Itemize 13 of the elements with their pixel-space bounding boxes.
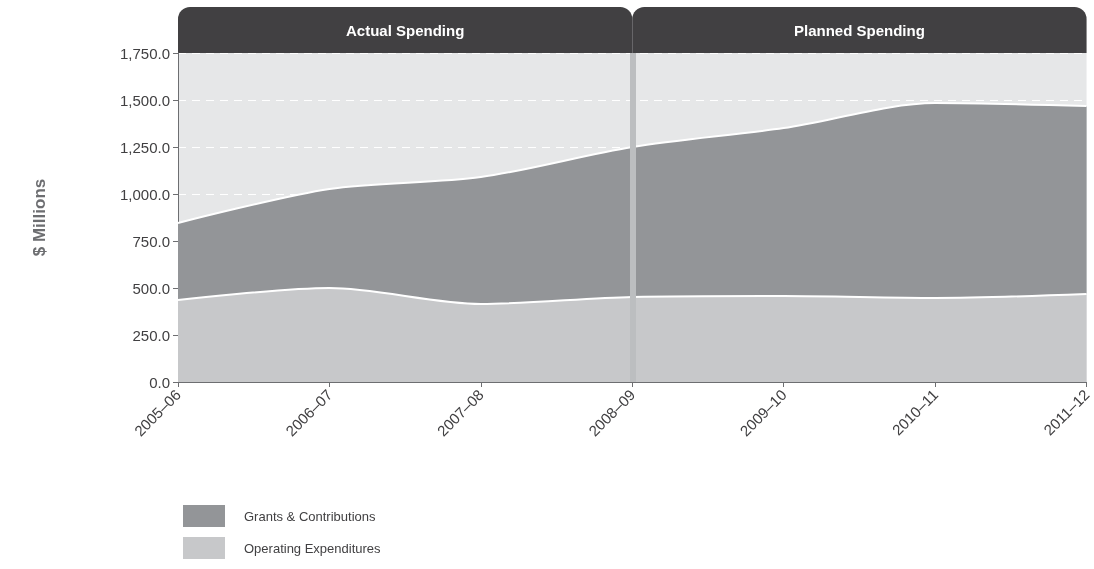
legend-label: Operating Expenditures — [244, 540, 382, 556]
y-tick-label: 1,750.0 — [119, 44, 170, 62]
y-axis-title: $ Millions — [30, 178, 49, 257]
text: Actual Spending — [345, 21, 465, 39]
legend-label: Grants & Contributions — [244, 508, 376, 524]
y-tick-label: 250.0 — [132, 326, 170, 344]
y-tick-label: 0.0 — [149, 373, 170, 391]
y-tick-label: 1,250.0 — [119, 138, 170, 156]
y-tick-label: 750.0 — [132, 232, 170, 250]
y-tick-label: 1,500.0 — [119, 91, 170, 109]
y-tick-label: 500.0 — [132, 279, 170, 297]
y-tick-label: 1,000.0 — [119, 185, 170, 203]
text: Planned Spending — [794, 21, 925, 39]
